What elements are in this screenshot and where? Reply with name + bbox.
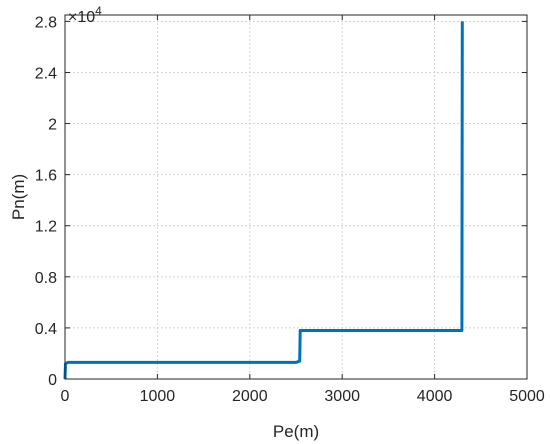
y-tick-label: 2.4 (35, 65, 57, 82)
y-tick-label: 0.4 (35, 321, 57, 338)
y-exponent-label: ×104 (68, 4, 102, 26)
y-tick-label: 1.2 (35, 219, 57, 236)
y-tick-label: 2.8 (35, 14, 57, 31)
x-tick-label: 5000 (509, 388, 545, 405)
y-tick-label: 0 (48, 372, 57, 389)
y-exponent-power: 4 (95, 4, 102, 18)
x-tick-label: 4000 (417, 388, 453, 405)
x-tick-label: 1000 (140, 388, 176, 405)
y-tick-label: 1.6 (35, 168, 57, 185)
grid (65, 15, 527, 379)
ticks (64, 15, 528, 380)
x-tick-label: 3000 (324, 388, 360, 405)
series-layer (63, 21, 464, 380)
y-tick-label: 0.8 (35, 270, 57, 287)
y-tick-label: 2 (48, 117, 57, 134)
plot-area (65, 15, 527, 379)
x-axis-title: Pe(m) (273, 422, 319, 441)
series-line (63, 21, 464, 380)
x-tick-label: 0 (61, 388, 70, 405)
tick-labels: 0 1000 2000 3000 4000 5000 0 0.4 0.8 1.2 1.6 2 2.4 2.… (35, 14, 545, 405)
axes-box (64, 14, 528, 380)
y-axis-title: Pn(m) (9, 174, 28, 220)
x-tick-label: 2000 (232, 388, 268, 405)
y-exponent-base: ×10 (68, 9, 95, 26)
